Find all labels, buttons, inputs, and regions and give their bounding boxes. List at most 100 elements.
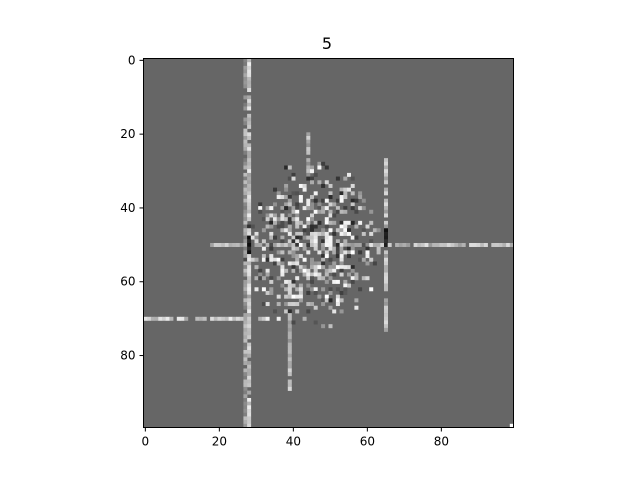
heatmap-cell <box>350 183 355 188</box>
heatmap-cell <box>243 217 248 222</box>
x-tick-label: 80 <box>434 435 449 449</box>
heatmap-cell <box>354 272 359 277</box>
heatmap-cell <box>324 250 329 255</box>
heatmap-cell <box>295 220 300 225</box>
heatmap-cell <box>298 268 303 273</box>
heatmap-cell <box>354 198 359 203</box>
heatmap-cell <box>317 209 322 214</box>
heatmap-cell <box>295 209 300 214</box>
heatmap-cell <box>247 368 252 373</box>
heatmap-cell <box>306 139 311 144</box>
heatmap-cell <box>287 331 292 336</box>
heatmap-cell <box>350 202 355 207</box>
heatmap-cell <box>313 198 318 203</box>
heatmap-cell <box>150 316 155 321</box>
heatmap-cell <box>269 231 274 236</box>
heatmap-cell <box>361 228 366 233</box>
heatmap-cell <box>254 231 259 236</box>
heatmap-cell <box>247 65 252 70</box>
heatmap-cell <box>358 220 363 225</box>
heatmap-cell <box>243 139 248 144</box>
heatmap-cell <box>247 113 252 118</box>
heatmap-cell <box>243 383 248 388</box>
heatmap-cell <box>302 257 307 262</box>
heatmap-cell <box>247 231 252 236</box>
heatmap-cell <box>243 224 248 229</box>
heatmap-cell <box>446 243 451 247</box>
heatmap-cell <box>498 243 503 247</box>
heatmap-cell <box>295 217 300 222</box>
heatmap-cell <box>243 180 248 185</box>
x-tick-label: 20 <box>212 435 227 449</box>
heatmap-cell <box>310 195 314 200</box>
heatmap-cell <box>243 206 248 211</box>
heatmap-cell <box>339 228 344 233</box>
heatmap-cell <box>310 272 314 277</box>
heatmap-cell <box>243 313 248 318</box>
heatmap-cell <box>287 220 292 225</box>
heatmap-cell <box>324 235 329 240</box>
heatmap-cell <box>421 243 425 247</box>
heatmap-cell <box>432 243 437 247</box>
heatmap-cell <box>347 228 351 233</box>
heatmap-cell <box>298 290 303 295</box>
heatmap-cell <box>254 265 259 270</box>
heatmap-cell <box>247 353 252 358</box>
heatmap-cell <box>287 165 292 170</box>
heatmap-cell <box>313 209 318 214</box>
heatmap-cell <box>332 246 337 251</box>
heatmap-cell <box>221 243 226 247</box>
heatmap-cell <box>243 420 248 425</box>
heatmap-cell <box>335 228 340 233</box>
heatmap-cell <box>258 206 263 211</box>
heatmap-cell <box>291 235 296 240</box>
heatmap-cell <box>276 294 281 299</box>
heatmap-cell <box>369 287 374 292</box>
heatmap-cell <box>280 195 285 200</box>
heatmap-cell <box>254 239 259 244</box>
heatmap-cell <box>276 261 281 266</box>
heatmap-cell <box>384 276 388 281</box>
heatmap-cell <box>291 320 296 325</box>
heatmap-cell <box>310 206 314 211</box>
heatmap-cell <box>247 206 252 211</box>
heatmap-cell <box>295 243 300 247</box>
heatmap-cell <box>287 357 292 362</box>
heatmap-cell <box>291 250 296 255</box>
heatmap-cell <box>313 320 318 325</box>
heatmap-cell <box>247 88 252 93</box>
heatmap-cell <box>461 243 466 247</box>
heatmap-cell <box>317 161 322 166</box>
heatmap-cell <box>358 206 363 211</box>
heatmap-cell <box>243 106 248 111</box>
heatmap-cell <box>358 257 363 262</box>
heatmap-cell <box>247 99 252 104</box>
heatmap-cell <box>350 235 355 240</box>
heatmap-cell <box>295 213 300 218</box>
heatmap-cell <box>321 231 326 236</box>
heatmap-cell <box>302 187 307 192</box>
heatmap-cell <box>335 243 340 247</box>
heatmap-cell <box>302 235 307 240</box>
heatmap-cell <box>347 265 351 270</box>
heatmap-cell <box>243 338 248 343</box>
heatmap-cell <box>306 243 311 247</box>
heatmap-cell <box>324 294 329 299</box>
heatmap-cell <box>254 287 259 292</box>
heatmap-cell <box>369 243 374 247</box>
heatmap-cell <box>228 243 233 247</box>
heatmap-cell <box>291 206 296 211</box>
heatmap-cell <box>169 316 174 321</box>
heatmap-cell <box>298 195 303 200</box>
heatmap-cell <box>243 305 248 310</box>
heatmap-cell <box>335 209 340 214</box>
heatmap-cell <box>243 335 248 340</box>
heatmap-cell <box>247 106 252 111</box>
heatmap-cell <box>310 180 314 185</box>
heatmap-cell <box>310 169 314 174</box>
heatmap-cell <box>313 172 318 177</box>
heatmap-cell <box>243 283 248 288</box>
heatmap-cell <box>343 176 348 181</box>
heatmap-cell <box>324 298 329 303</box>
